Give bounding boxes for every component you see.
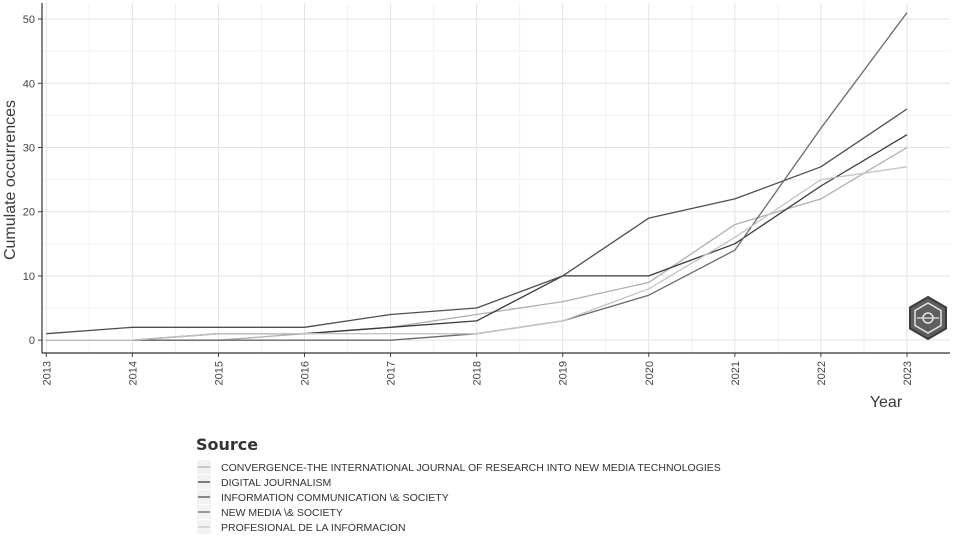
legend-label: INFORMATION COMMUNICATION \& SOCIETY	[221, 492, 449, 504]
y-tick-label: 30	[23, 142, 35, 154]
legend: CONVERGENCE-THE INTERNATIONAL JOURNAL OF…	[197, 460, 721, 534]
legend-label: NEW MEDIA \& SOCIETY	[221, 507, 343, 519]
y-axis-label: Cumulate occurrences	[2, 100, 19, 260]
y-tick-label: 20	[23, 207, 35, 219]
legend-title: Source	[196, 435, 258, 454]
legend-label: CONVERGENCE-THE INTERNATIONAL JOURNAL OF…	[221, 462, 721, 474]
x-tick-label: 2016	[300, 361, 312, 385]
x-tick-label: 2022	[816, 361, 828, 385]
series-line-5	[46, 166, 908, 341]
x-tick-label: 2013	[41, 361, 53, 385]
series-line-3	[46, 108, 908, 335]
x-tick-label: 2015	[213, 361, 225, 385]
y-tick-label: 10	[23, 271, 35, 283]
bibliometrix-logo	[909, 295, 947, 341]
grid	[42, 3, 950, 353]
x-tick-label: 2017	[386, 361, 398, 385]
legend-label: DIGITAL JOURNALISM	[221, 477, 331, 489]
y-tick-label: 50	[23, 14, 35, 26]
x-tick-label: 2021	[730, 361, 742, 385]
series-lines	[46, 12, 908, 341]
x-axis-label: Year	[870, 394, 903, 411]
x-tick-label: 2018	[472, 361, 484, 385]
x-tick-label: 2019	[558, 361, 570, 385]
legend-label: PROFESIONAL DE LA INFORMACION	[221, 522, 406, 534]
x-tick-label: 2023	[902, 361, 914, 385]
x-tick-label: 2020	[644, 361, 656, 385]
y-tick-label: 0	[29, 335, 35, 347]
axes: 0 10 20 30 40 50 2013 2014 2015 2016 2017 2018 2019 2…	[23, 3, 950, 385]
x-tick-label: 2014	[127, 361, 139, 385]
y-tick-label: 40	[23, 78, 35, 90]
